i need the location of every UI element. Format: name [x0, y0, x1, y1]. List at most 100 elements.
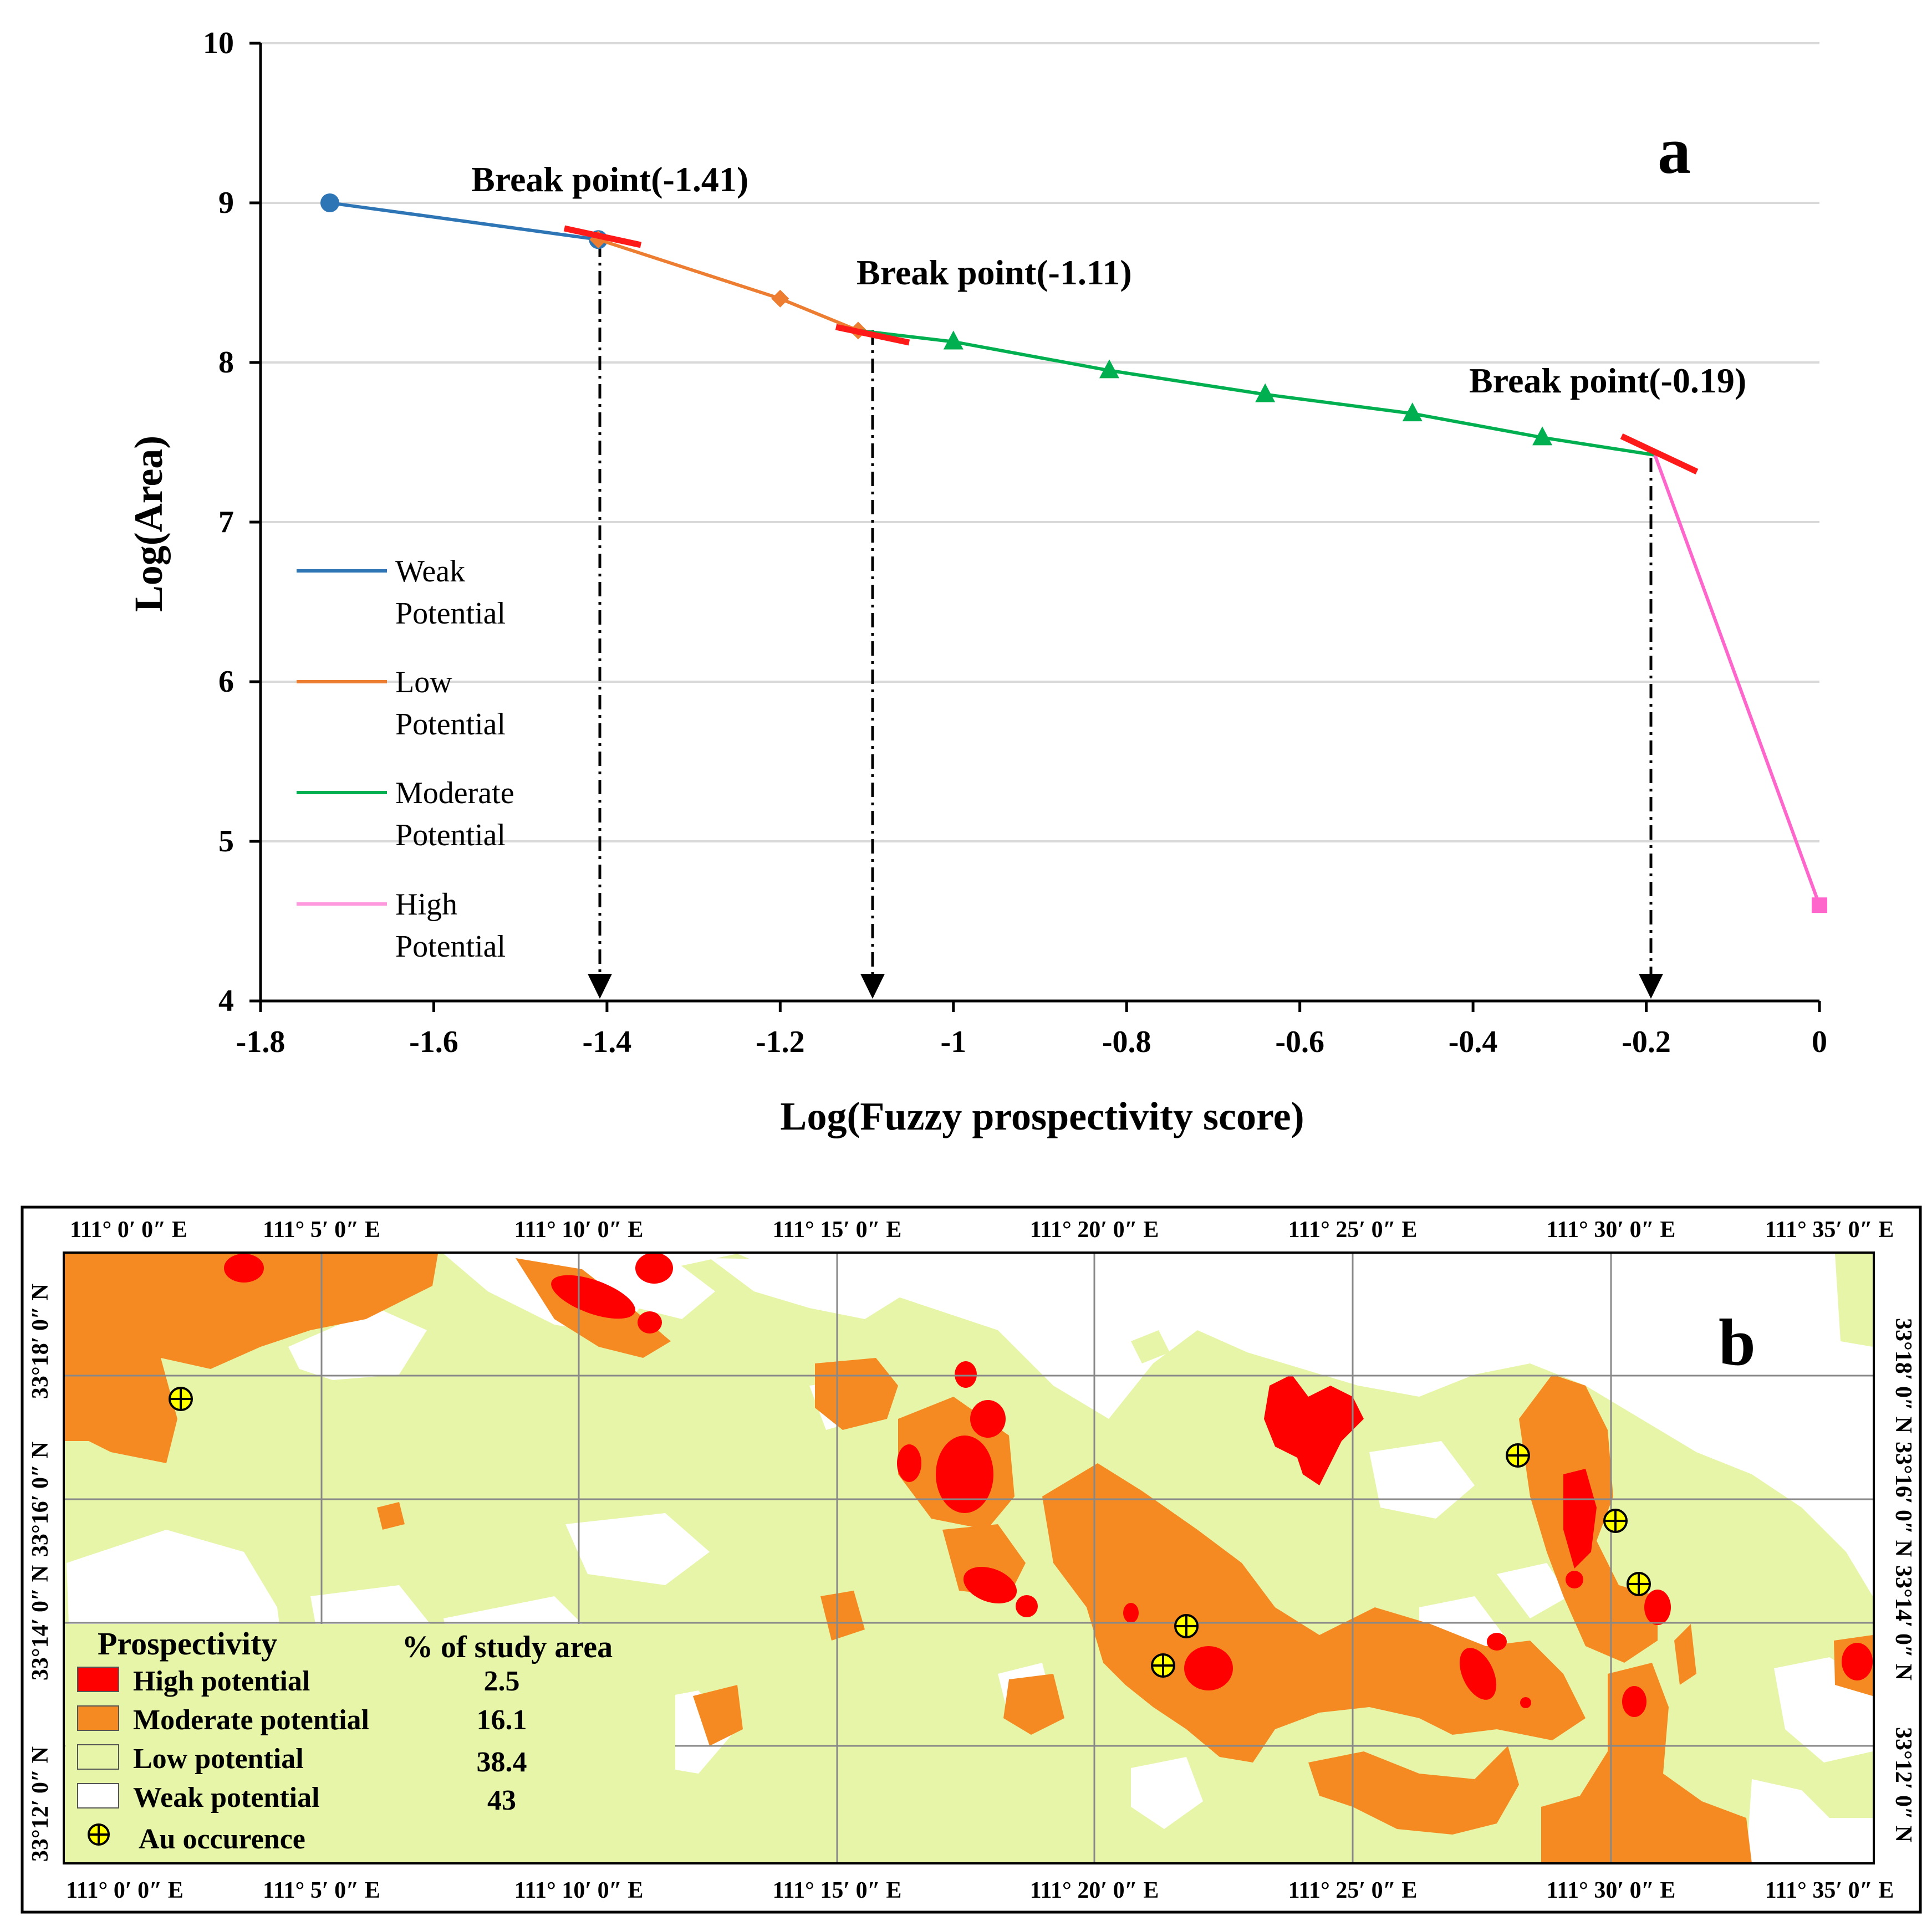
high-potential-areas — [224, 1253, 1873, 1717]
x-tick-label: -0.4 — [1449, 1025, 1498, 1059]
legend-swatch-high — [77, 1667, 119, 1692]
lon-label-bottom: 111° 5′ 0″ E — [263, 1878, 380, 1903]
lon-label-top: 111° 20′ 0″ E — [1030, 1217, 1159, 1243]
panel-a-chart: 4 5 6 7 8 9 10 -1.8 -1.6 -1.4 -1.2 -1 -0.8 -0.6 -0.4 -0… — [126, 26, 1827, 1138]
legend-label-weak-2: Potential — [395, 596, 506, 631]
lon-label-bottom: 111° 30′ 0″ E — [1547, 1878, 1676, 1903]
annotation-break-point-1: Break point(-1.41) — [471, 160, 748, 199]
x-tick-label: -1.6 — [409, 1025, 458, 1059]
y-tick-label: 5 — [218, 824, 234, 859]
axis-ticks: 4 5 6 7 8 9 10 -1.8 -1.6 -1.4 -1.2 -1 -0.8 -0.6 -0.4 -0… — [203, 26, 1827, 1059]
data-point — [1532, 426, 1553, 446]
legend-label-low-1: Low — [395, 665, 452, 699]
data-point — [1402, 402, 1423, 422]
x-tick-label: -1.2 — [756, 1025, 805, 1059]
au-occurrence-marker — [1603, 1509, 1628, 1533]
lat-label-right: 33°12′ 0″ N — [1890, 1727, 1916, 1842]
panel-label-b: b — [1719, 1305, 1756, 1379]
lon-label-top: 111° 35′ 0″ E — [1765, 1217, 1894, 1243]
lon-label-bottom: 111° 20′ 0″ E — [1030, 1878, 1159, 1903]
lon-label-bottom: 111° 25′ 0″ E — [1288, 1878, 1418, 1903]
legend-label-high: High potential — [133, 1666, 310, 1697]
lon-label-top: 111° 0′ 0″ E — [70, 1217, 187, 1243]
x-tick-label: -1 — [940, 1025, 966, 1059]
x-tick-label: 0 — [1812, 1025, 1827, 1059]
annotation-break-point-3: Break point(-0.19) — [1469, 361, 1746, 400]
series-line-3 — [1653, 454, 1821, 906]
legend-label-weak-1: Weak — [395, 554, 465, 589]
lat-label-left: 33°14′ 0″ N — [28, 1565, 53, 1680]
au-occurrence-marker — [1506, 1443, 1530, 1468]
legend-percent-high: 2.5 — [484, 1666, 520, 1697]
lat-label-right: 33°18′ 0″ N — [1890, 1318, 1916, 1433]
legend-header-percent: % of study area — [402, 1630, 613, 1664]
data-point — [1255, 383, 1276, 402]
series-line-0 — [329, 201, 599, 242]
data-point — [1812, 897, 1827, 913]
legend-label-high-1: High — [395, 887, 457, 922]
legend-swatch-weak — [77, 1783, 119, 1809]
data-point — [1099, 359, 1119, 379]
latitude-labels-left: 33°18′ 0″ N 33°16′ 0″ N 33°14′ 0″ N 33°1… — [28, 1284, 53, 1862]
data-point — [943, 330, 964, 350]
lat-label-right: 33°14′ 0″ N — [1890, 1565, 1916, 1680]
y-tick-label: 7 — [218, 505, 234, 539]
panel-b-map: 111° 0′ 0″ E 111° 5′ 0″ E 111° 10′ 0″ E … — [21, 1205, 1922, 1914]
y-tick-label: 9 — [218, 186, 234, 220]
legend-percent-weak: 43 — [487, 1785, 516, 1816]
legend-percent-moderate: 16.1 — [477, 1704, 527, 1736]
y-tick-label: 10 — [203, 26, 234, 60]
series-group — [320, 193, 1827, 913]
latitude-labels-right: 33°18′ 0″ N 33°16′ 0″ N 33°14′ 0″ N 33°1… — [1890, 1318, 1916, 1842]
longitude-labels-bottom: 111° 0′ 0″ E 111° 5′ 0″ E 111° 10′ 0″ E … — [66, 1878, 1894, 1903]
legend-header-prospectivity: Prospectivity — [98, 1626, 277, 1662]
y-axis-title: Log(Area) — [126, 436, 171, 612]
legend-label-low-2: Potential — [395, 707, 506, 742]
lon-label-top: 111° 30′ 0″ E — [1547, 1217, 1676, 1243]
panel-label-a: a — [1658, 114, 1691, 187]
legend-label-moderate-1: Moderate — [395, 776, 514, 810]
longitude-labels-top: 111° 0′ 0″ E 111° 5′ 0″ E 111° 10′ 0″ E … — [70, 1217, 1894, 1243]
series-line-1 — [598, 238, 859, 333]
break-point-dropline-1 — [588, 243, 612, 999]
legend: Weak Potential Low Potential Moderate Po… — [297, 554, 514, 964]
x-tick-label: -1.4 — [583, 1025, 632, 1059]
legend-label-au-occurrence: Au occurence — [139, 1823, 305, 1855]
legend-label-moderate-2: Potential — [395, 818, 506, 852]
break-mark-2 — [835, 324, 910, 346]
x-tick-label: -0.8 — [1102, 1025, 1151, 1059]
legend-label-low: Low potential — [133, 1743, 304, 1775]
lon-label-bottom: 111° 0′ 0″ E — [66, 1878, 183, 1903]
break-mark-1 — [563, 225, 642, 248]
lon-label-top: 111° 5′ 0″ E — [263, 1217, 380, 1243]
graticule — [64, 1253, 1874, 1863]
y-tick-label: 4 — [218, 984, 234, 1018]
annotation-break-point-2: Break point(-1.11) — [857, 253, 1132, 292]
legend-label-weak: Weak potential — [133, 1782, 320, 1813]
lon-label-top: 111° 15′ 0″ E — [773, 1217, 902, 1243]
lon-label-top: 111° 25′ 0″ E — [1288, 1217, 1418, 1243]
gridlines — [261, 42, 1819, 842]
x-tick-label: -0.6 — [1275, 1025, 1324, 1059]
au-occurrence-marker — [1151, 1653, 1175, 1678]
au-occurrence-marker — [169, 1387, 193, 1411]
x-axis-title: Log(Fuzzy prospectivity score) — [780, 1094, 1304, 1138]
break-point-dropline-3 — [1639, 458, 1663, 999]
legend-label-moderate: Moderate potential — [133, 1704, 369, 1736]
legend-au-occurrence-icon — [88, 1823, 110, 1846]
data-point — [771, 289, 789, 308]
break-point-dropline-2 — [860, 330, 885, 999]
au-occurrences — [169, 1387, 1651, 1678]
legend-swatch-low — [77, 1744, 119, 1770]
map-inner-frame — [63, 1251, 1875, 1864]
x-tick-label: -1.8 — [236, 1025, 286, 1059]
lon-label-bottom: 111° 15′ 0″ E — [773, 1878, 902, 1903]
y-tick-label: 6 — [218, 665, 234, 699]
x-tick-label: -0.2 — [1622, 1025, 1671, 1059]
au-occurrence-marker — [1174, 1614, 1199, 1638]
prospectivity-map — [64, 1253, 1874, 1863]
lat-label-left: 33°16′ 0″ N — [28, 1442, 53, 1557]
map-legend: Prospectivity % of study area High poten… — [65, 1624, 675, 1862]
lon-label-top: 111° 10′ 0″ E — [514, 1217, 644, 1243]
